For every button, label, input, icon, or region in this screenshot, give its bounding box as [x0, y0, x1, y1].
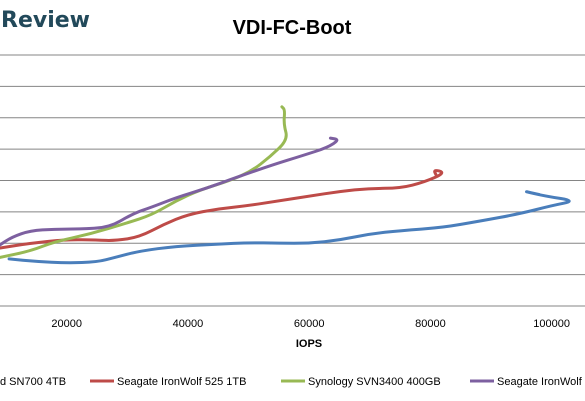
series-line-1	[7, 190, 571, 265]
gridlines	[0, 54, 585, 307]
x-tick-label: 20000	[51, 318, 82, 330]
brand-logo: Review	[1, 8, 90, 33]
x-tick-label: 80000	[415, 318, 446, 330]
series-line-4	[0, 136, 339, 247]
legend-label: Seagate IronWolf	[497, 376, 583, 388]
plot-area	[0, 105, 571, 265]
x-axis-label: IOPS	[296, 338, 322, 350]
x-tick-label: 40000	[173, 318, 204, 330]
x-axis-ticks: 20000 40000 60000 80000 100000	[51, 318, 570, 330]
legend-label: d SN700 4TB	[0, 376, 66, 388]
chart-title: VDI-FC-Boot	[233, 17, 352, 39]
x-tick-label: 100000	[533, 318, 570, 330]
series-line-2	[0, 169, 444, 250]
legend-label: Synology SVN3400 400GB	[308, 376, 441, 388]
x-tick-label: 60000	[294, 318, 325, 330]
legend: d SN700 4TB Seagate IronWolf 525 1TB Synol…	[0, 376, 583, 388]
legend-label: Seagate IronWolf 525 1TB	[117, 376, 246, 388]
